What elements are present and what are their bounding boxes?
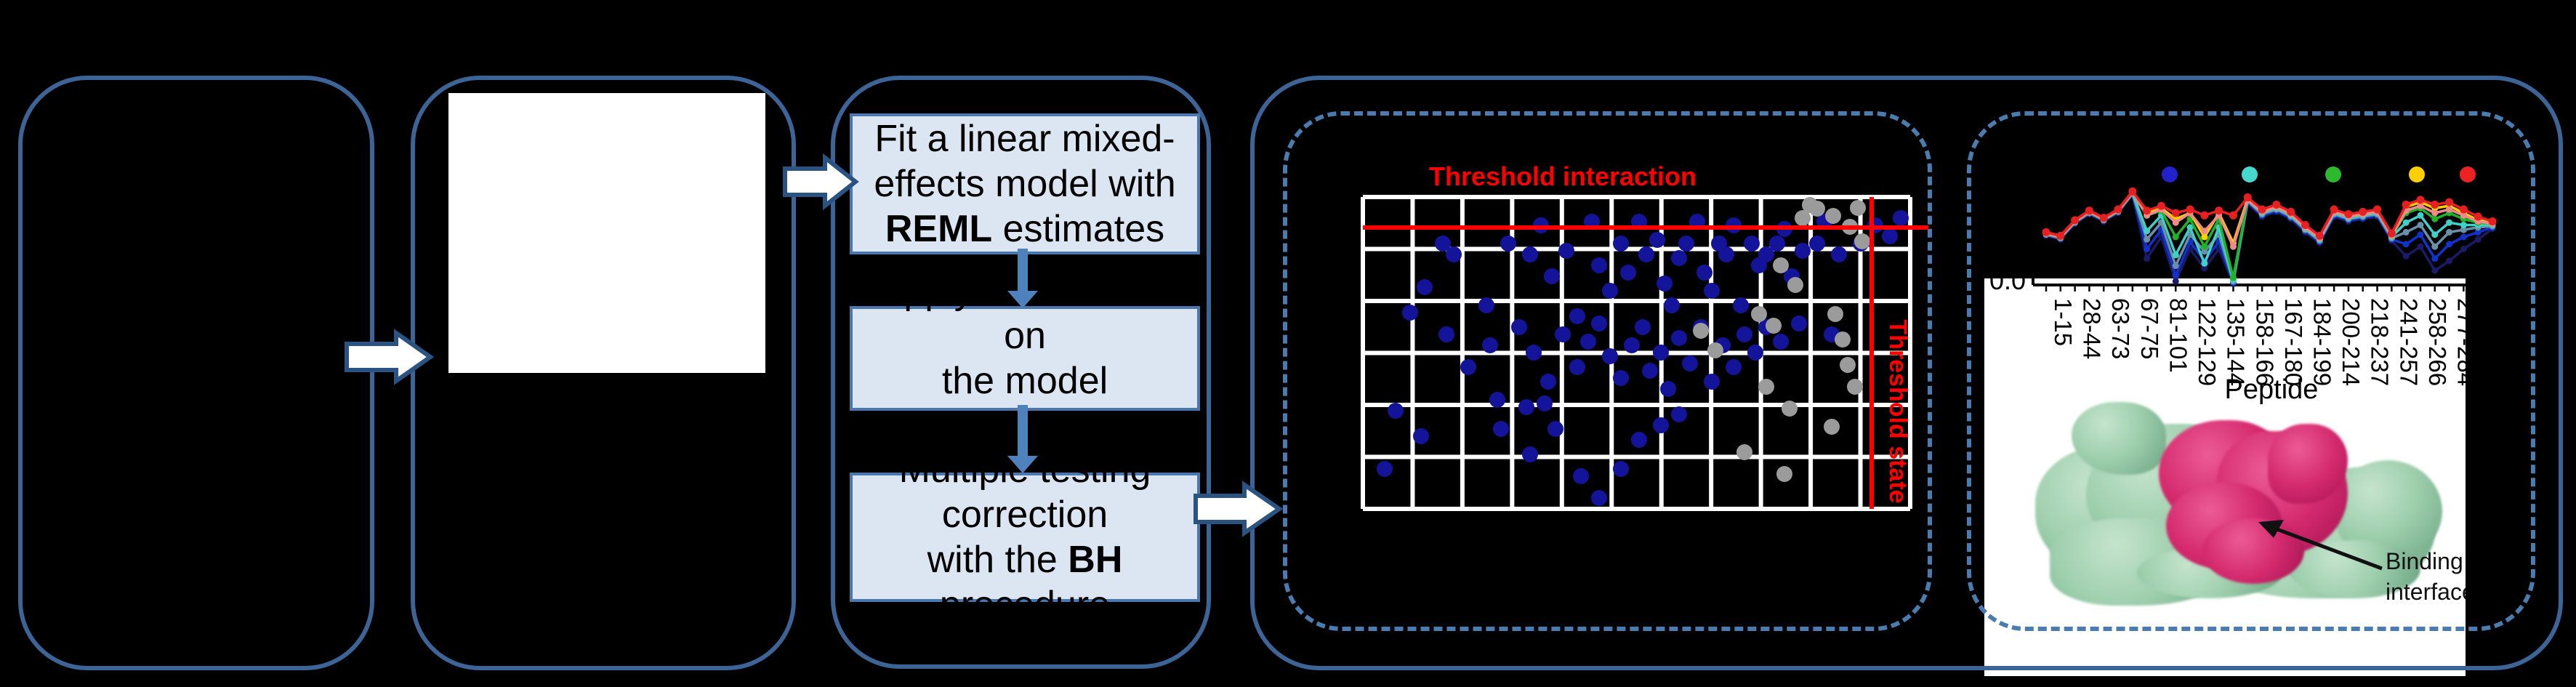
panel-statistical-pipeline	[831, 76, 1211, 669]
panel-csv-input	[411, 76, 796, 670]
csv-icon-background: X CSV	[448, 93, 765, 373]
step-wald-tests-box: Apply Wald tests on the model parameters	[850, 270, 1200, 447]
protein-surface-green	[2072, 402, 2166, 475]
protein-surface-magenta	[2268, 424, 2348, 504]
flow-box-line: Fit a linear mixed-	[874, 118, 1175, 160]
flow-box-line: with the BH procedure	[927, 539, 1123, 626]
flow-box-line: the model parameters	[929, 360, 1121, 447]
panel-raw-data	[18, 76, 374, 670]
panel-results	[1250, 76, 2563, 670]
binding-interface-label: Binding interface	[2386, 548, 2466, 605]
flow-box-line: Apply Wald tests on	[878, 270, 1172, 357]
step-bh-correction-box: Multiple testing correction with the BH pr…	[850, 449, 1200, 626]
flow-box-line: effects model with	[874, 163, 1176, 205]
subpanel-peptide-results	[1967, 111, 2535, 631]
flow-box-line: REML estimates	[885, 208, 1165, 250]
flow-box-line: Multiple testing	[898, 449, 1151, 491]
step-fit-lmm-box: Fit a linear mixed-effects model with REM…	[850, 113, 1200, 254]
subpanel-scatter-results	[1283, 111, 1932, 631]
protein-structure-figure: Binding interface	[1984, 278, 2466, 676]
flow-box-line: correction	[941, 494, 1108, 536]
